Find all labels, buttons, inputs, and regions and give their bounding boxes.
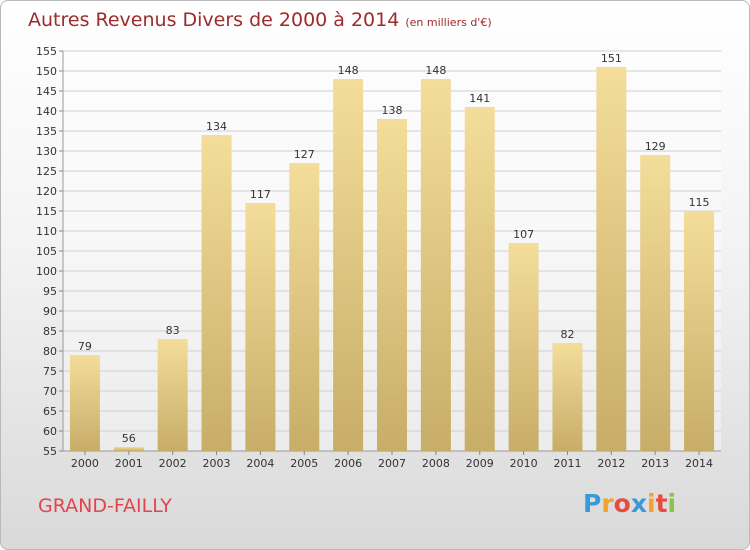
chart-title-unit: (en milliers d'€) (405, 16, 492, 29)
bar (333, 79, 364, 451)
bar (377, 119, 407, 451)
y-tick-label: 125 (36, 165, 57, 178)
bar-value-label: 107 (513, 228, 534, 241)
y-tick-label: 110 (36, 225, 57, 238)
x-tick-label: 2001 (115, 457, 143, 470)
y-tick-label: 70 (43, 385, 57, 398)
logo-letter: r (601, 489, 614, 518)
x-tick-label: 2000 (71, 457, 99, 470)
bar (201, 135, 232, 451)
bar (420, 79, 451, 451)
y-tick-label: 85 (43, 325, 57, 338)
bar-value-label: 129 (645, 140, 666, 153)
y-tick-label: 95 (43, 285, 57, 298)
bar-value-label: 151 (601, 52, 622, 65)
proxiti-logo: Proxiti (583, 489, 676, 518)
y-tick-label: 140 (36, 105, 57, 118)
bar-value-label: 56 (122, 432, 136, 445)
x-tick-label: 2010 (510, 457, 538, 470)
bar (684, 211, 715, 451)
y-tick-label: 155 (36, 45, 57, 58)
chart-title-main: Autres Revenus Divers de 2000 à 2014 (28, 9, 400, 31)
y-tick-label: 120 (36, 185, 57, 198)
logo-letter: t (655, 489, 668, 518)
bar (464, 107, 495, 451)
bar (552, 343, 583, 451)
y-tick-label: 130 (36, 145, 57, 158)
x-tick-label: 2011 (553, 457, 581, 470)
bar-value-label: 83 (166, 324, 180, 337)
bar-value-label: 117 (250, 188, 271, 201)
bar-value-label: 148 (425, 64, 446, 77)
x-tick-label: 2014 (685, 457, 713, 470)
logo-letter: x (630, 489, 647, 518)
x-tick-label: 2007 (378, 457, 406, 470)
bar-value-label: 127 (294, 148, 315, 161)
bar-value-label: 115 (689, 196, 710, 209)
logo-letter: o (613, 489, 631, 518)
y-tick-label: 150 (36, 65, 57, 78)
bar (69, 355, 100, 451)
y-tick-label: 75 (43, 365, 57, 378)
x-tick-label: 2005 (290, 457, 318, 470)
bar (508, 243, 539, 451)
x-tick-label: 2002 (159, 457, 187, 470)
bar-value-label: 134 (206, 120, 227, 133)
y-tick-label: 80 (43, 345, 57, 358)
bar (245, 203, 276, 451)
logo-letter: P (583, 489, 602, 518)
y-tick-label: 55 (43, 445, 57, 458)
x-tick-label: 2004 (246, 457, 274, 470)
y-tick-label: 90 (43, 305, 57, 318)
bar (596, 67, 627, 451)
y-tick-label: 135 (36, 125, 57, 138)
bar (113, 447, 144, 451)
x-tick-label: 2012 (597, 457, 625, 470)
y-tick-label: 105 (36, 245, 57, 258)
bar-value-label: 79 (78, 340, 92, 353)
logo-letter: i (667, 489, 677, 518)
bar-value-label: 141 (469, 92, 490, 105)
bar-value-label: 138 (382, 104, 403, 117)
bar (157, 339, 188, 451)
y-tick-label: 145 (36, 85, 57, 98)
bar (640, 155, 671, 451)
y-tick-label: 60 (43, 425, 57, 438)
x-tick-label: 2006 (334, 457, 362, 470)
bar (289, 163, 320, 451)
logo-letter: i (647, 489, 656, 518)
y-tick-label: 115 (36, 205, 57, 218)
x-tick-label: 2009 (466, 457, 494, 470)
bar-value-label: 82 (560, 328, 574, 341)
y-tick-label: 100 (36, 265, 57, 278)
y-tick-label: 65 (43, 405, 57, 418)
x-tick-label: 2013 (641, 457, 669, 470)
place-name: GRAND-FAILLY (38, 495, 172, 517)
x-tick-label: 2008 (422, 457, 450, 470)
x-tick-label: 2003 (203, 457, 231, 470)
chart-title: Autres Revenus Divers de 2000 à 2014 (en … (28, 9, 492, 31)
bar-value-label: 148 (338, 64, 359, 77)
